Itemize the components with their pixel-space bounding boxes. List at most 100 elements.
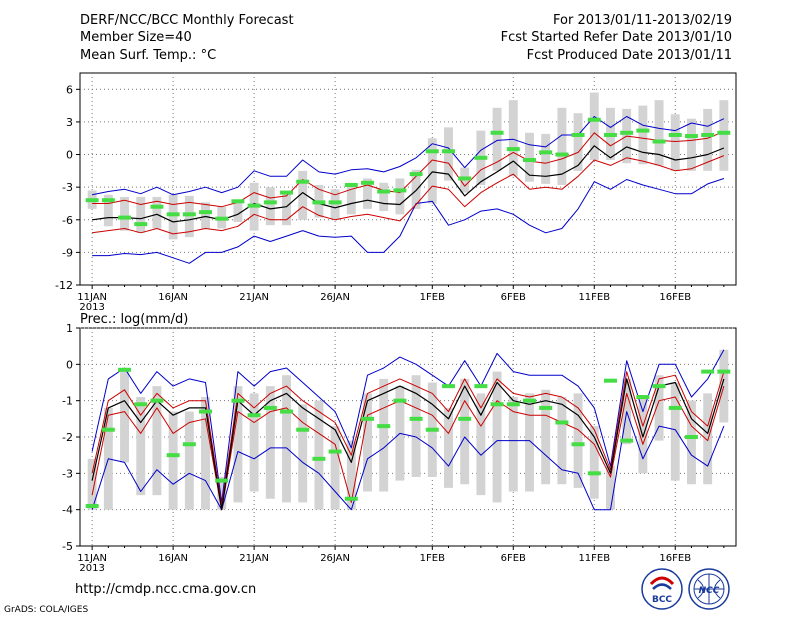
- median-marker: [312, 456, 326, 461]
- median-marker: [312, 200, 326, 205]
- median-marker: [263, 200, 277, 205]
- median-marker: [506, 402, 520, 407]
- min-line: [92, 178, 725, 264]
- spread-bar: [670, 382, 680, 481]
- spread-bar: [525, 393, 534, 492]
- x-tick-label: 6FEB: [501, 292, 526, 303]
- median-marker: [150, 398, 164, 403]
- y-tick-label: -2: [62, 431, 73, 444]
- median-marker: [377, 424, 391, 429]
- spread-bar: [444, 127, 453, 181]
- median-marker: [636, 128, 650, 133]
- x-tick-label: 11JAN: [77, 292, 107, 303]
- spread-bar: [152, 196, 162, 229]
- spread-bar: [120, 196, 129, 231]
- median-marker: [85, 504, 99, 509]
- y-tick-label: -3: [62, 467, 73, 480]
- spread-bar: [687, 400, 696, 485]
- spread-bar: [379, 378, 389, 492]
- forecast-period: For 2013/01/11-2013/02/19: [553, 13, 732, 28]
- spread-bar: [589, 426, 599, 499]
- spread-bar: [298, 170, 308, 220]
- median-marker: [231, 398, 245, 403]
- spread-bar: [395, 178, 405, 215]
- ncc-logo-text: NCC: [699, 586, 720, 596]
- median-marker: [328, 449, 342, 454]
- spread-bar: [282, 191, 291, 226]
- median-marker: [684, 134, 698, 139]
- spread-bar: [87, 458, 97, 510]
- median-marker: [668, 405, 682, 410]
- panel1-variable-label: Mean Surf. Temp.: °C: [80, 48, 217, 63]
- x-tick-label: 16JAN: [158, 553, 188, 564]
- spread-bar: [492, 107, 502, 171]
- median-marker: [587, 471, 601, 476]
- median-marker: [150, 204, 164, 209]
- spread-bar: [298, 404, 308, 503]
- spread-bar: [573, 393, 583, 488]
- spread-bar: [282, 375, 291, 503]
- median-marker: [539, 150, 553, 155]
- median-marker: [247, 413, 261, 418]
- y-tick-label: -1: [62, 395, 73, 408]
- p84-line: [91, 371, 725, 507]
- median-marker: [555, 420, 569, 425]
- spread-bar: [670, 114, 680, 171]
- spread-bar: [152, 386, 162, 496]
- spread-bar: [557, 107, 567, 185]
- max-line: [92, 116, 725, 196]
- spread-bar: [184, 411, 194, 510]
- median-marker: [636, 395, 650, 400]
- spread-bar: [249, 393, 259, 492]
- median-marker: [199, 409, 213, 414]
- p16-line: [91, 385, 725, 511]
- spread-bar: [573, 113, 583, 171]
- spread-bar: [168, 194, 178, 240]
- y-tick-label: 6: [66, 83, 73, 96]
- spread-bar: [201, 202, 210, 229]
- median-marker: [166, 453, 180, 458]
- median-marker: [280, 190, 293, 195]
- median-marker: [393, 398, 407, 403]
- spread-bar: [363, 393, 372, 492]
- median-marker: [571, 132, 585, 137]
- spread-bar: [557, 397, 567, 485]
- x-tick-label: 1FEB: [420, 553, 445, 564]
- spread-bar: [606, 466, 615, 510]
- median-marker: [652, 139, 666, 144]
- bcc-logo: BCC: [641, 568, 683, 610]
- median-marker: [328, 200, 342, 205]
- spread-bar: [589, 92, 599, 160]
- ncc-logo: NCC: [688, 568, 730, 610]
- spread-bar: [444, 407, 453, 488]
- spread-bar: [638, 105, 648, 165]
- spread-bar: [265, 386, 275, 499]
- spread-bar: [411, 375, 421, 477]
- produced-date: Fcst Produced Date 2013/01/11: [526, 48, 732, 63]
- mean-line: [92, 145, 725, 223]
- y-tick-label: -3: [62, 181, 73, 194]
- y-tick-label: 1: [66, 322, 73, 335]
- spread-bar: [427, 138, 437, 204]
- median-marker: [134, 222, 148, 227]
- year-label: 2013: [79, 563, 104, 574]
- median-marker: [393, 188, 407, 193]
- x-tick-label: 21JAN: [239, 553, 269, 564]
- median-marker: [85, 198, 99, 203]
- spread-bar: [120, 367, 129, 463]
- x-tick-label: 6FEB: [501, 553, 526, 564]
- median-marker: [101, 427, 115, 432]
- median-marker: [361, 416, 374, 421]
- spread-bar: [314, 400, 324, 510]
- source-url[interactable]: http://cmdp.ncc.cma.gov.cn: [75, 582, 257, 597]
- bcc-logo-text: BCC: [652, 595, 672, 605]
- spread-bar: [217, 476, 227, 510]
- spread-bar: [233, 386, 243, 503]
- median-marker: [409, 416, 423, 421]
- member-size: Member Size=40: [80, 30, 192, 45]
- y-tick-label: -5: [62, 540, 73, 553]
- median-marker: [134, 402, 148, 407]
- spread-bar: [703, 108, 713, 171]
- spread-bar: [703, 393, 713, 485]
